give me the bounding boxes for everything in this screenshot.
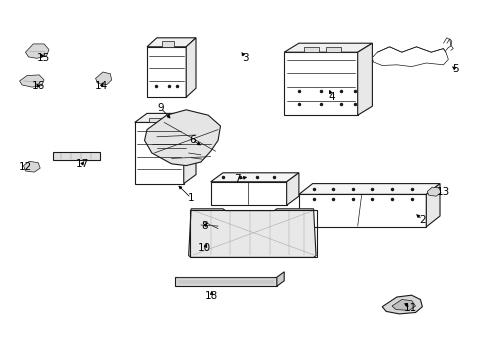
Polygon shape: [167, 117, 185, 132]
Polygon shape: [147, 47, 186, 97]
Polygon shape: [372, 47, 448, 67]
Text: 16: 16: [31, 81, 45, 91]
Polygon shape: [186, 38, 196, 97]
Text: 13: 13: [437, 186, 450, 197]
Polygon shape: [211, 182, 287, 205]
Polygon shape: [392, 300, 416, 310]
Text: 18: 18: [205, 291, 219, 301]
Polygon shape: [299, 184, 440, 194]
Polygon shape: [135, 122, 184, 184]
Text: 1: 1: [188, 193, 195, 203]
Polygon shape: [53, 152, 100, 160]
Text: 2: 2: [419, 215, 426, 225]
Polygon shape: [277, 272, 284, 286]
Polygon shape: [427, 187, 441, 196]
Polygon shape: [326, 47, 341, 52]
Polygon shape: [211, 173, 299, 182]
Polygon shape: [145, 110, 220, 166]
Polygon shape: [181, 144, 206, 164]
Polygon shape: [149, 118, 162, 122]
Text: 6: 6: [189, 135, 196, 145]
Text: 4: 4: [329, 92, 336, 102]
Polygon shape: [147, 38, 196, 47]
Polygon shape: [287, 173, 299, 205]
Polygon shape: [184, 113, 196, 184]
Polygon shape: [175, 277, 277, 286]
Text: 9: 9: [157, 103, 164, 113]
Polygon shape: [284, 43, 372, 52]
Polygon shape: [299, 194, 426, 227]
Polygon shape: [191, 234, 221, 253]
Polygon shape: [358, 43, 372, 115]
Polygon shape: [135, 113, 196, 122]
Text: 10: 10: [198, 243, 211, 253]
Text: 17: 17: [75, 159, 89, 169]
Text: 7: 7: [234, 174, 241, 184]
Text: 14: 14: [95, 81, 109, 91]
Text: 15: 15: [36, 53, 50, 63]
Polygon shape: [304, 47, 318, 52]
Polygon shape: [162, 41, 174, 47]
Polygon shape: [24, 161, 40, 172]
Polygon shape: [20, 75, 44, 87]
Polygon shape: [382, 295, 422, 314]
Text: 8: 8: [201, 221, 208, 231]
Text: 12: 12: [19, 162, 32, 172]
Polygon shape: [284, 52, 358, 115]
Text: 5: 5: [452, 64, 459, 74]
Polygon shape: [25, 44, 49, 58]
Polygon shape: [426, 184, 440, 227]
Polygon shape: [96, 72, 112, 85]
Text: 3: 3: [242, 53, 248, 63]
Polygon shape: [189, 209, 316, 257]
Polygon shape: [194, 216, 220, 234]
Text: 11: 11: [404, 303, 417, 313]
